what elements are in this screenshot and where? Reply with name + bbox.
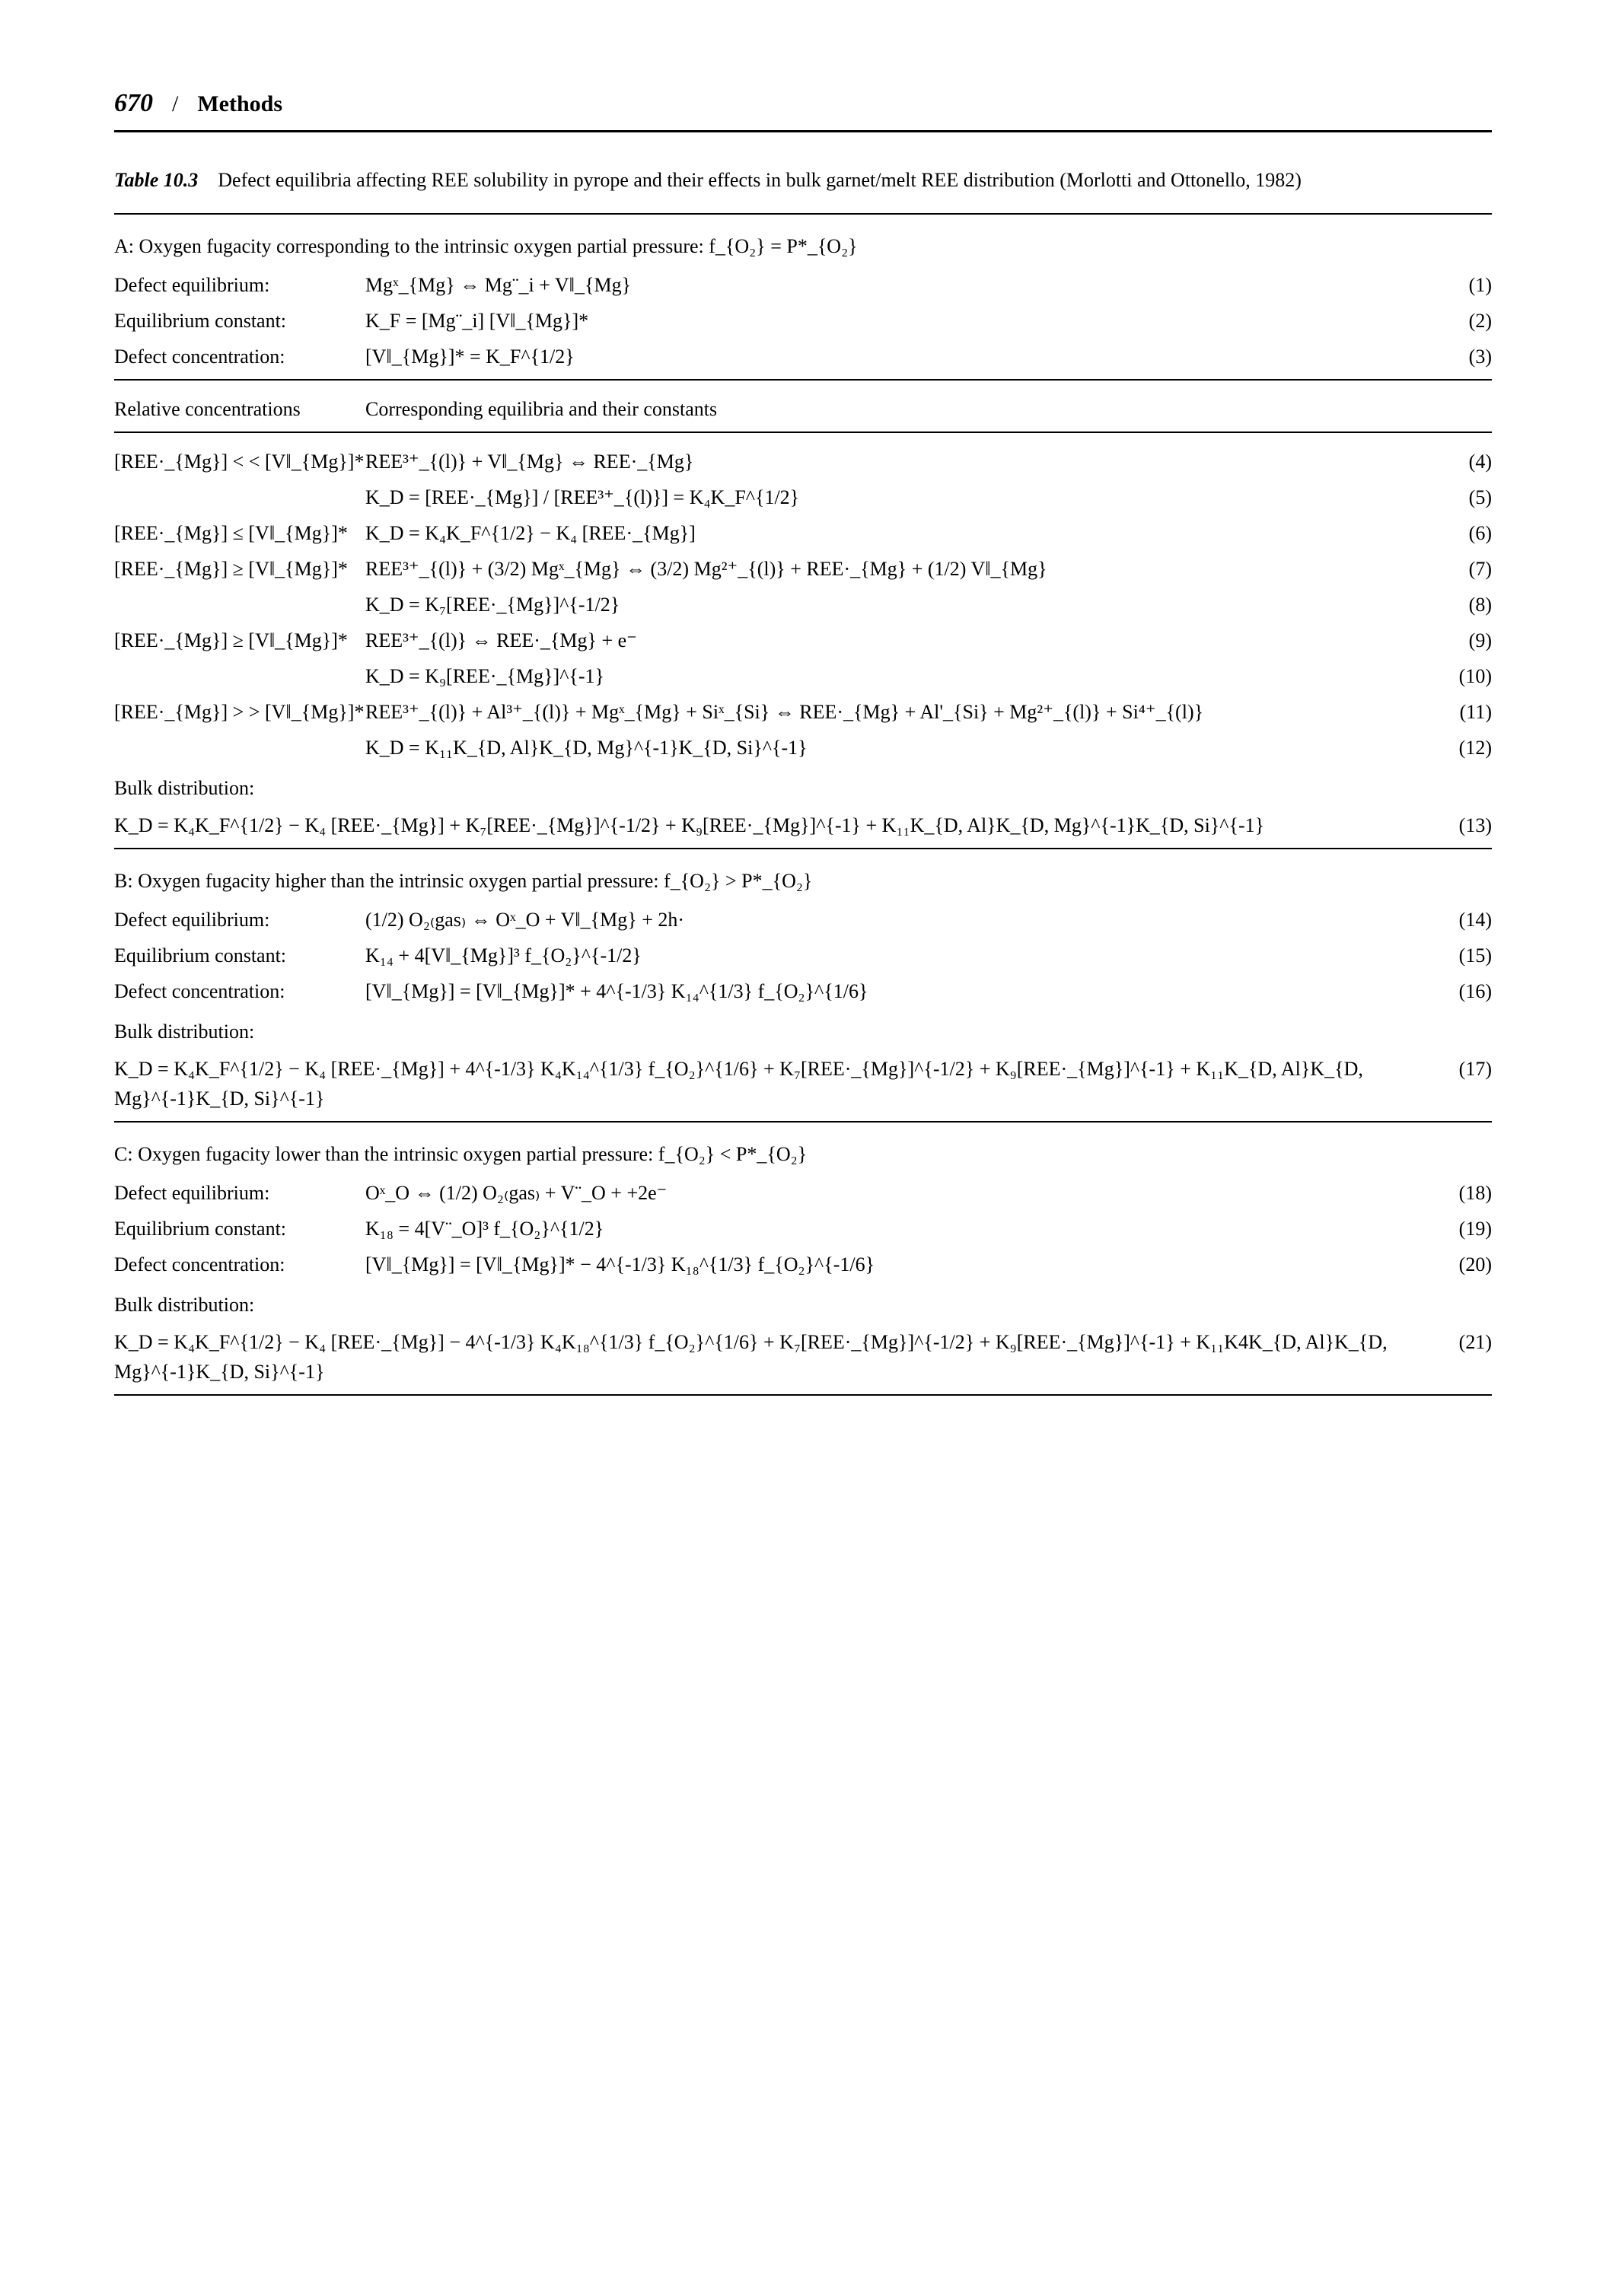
eqno-2: (2) bbox=[1431, 306, 1492, 336]
eqno-10: (10) bbox=[1431, 661, 1492, 691]
expr-eq-15: K₁₄ + 4[V‖_{Mg}]³ f_{O₂}^{-1/2} bbox=[365, 941, 1431, 970]
expr-eq-9: REE³⁺_{(l)} ⇔ REE·_{Mg} + e⁻ bbox=[365, 626, 1431, 655]
row-eq-3: Defect concentration: [V‖_{Mg}]* = K_F^{… bbox=[114, 342, 1492, 371]
expr-eq-7: REE³⁺_{(l)} + (3/2) Mgˣ_{Mg} ⇔ (3/2) Mg²… bbox=[365, 554, 1431, 584]
eqno-16: (16) bbox=[1431, 976, 1492, 1006]
row-eq-18: Defect equilibrium: Oˣ_O ⇔ (1/2) O₂₍gas₎… bbox=[114, 1178, 1492, 1208]
label-defect-equilibrium-c: Defect equilibrium: bbox=[114, 1178, 365, 1208]
row-eq-8: K_D = K₇[REE·_{Mg}]^{-1/2} (8) bbox=[114, 590, 1492, 619]
row-eq-7: [REE·_{Mg}] ≥ [V‖_{Mg}]* REE³⁺_{(l)} + (… bbox=[114, 554, 1492, 584]
eqno-12: (12) bbox=[1431, 733, 1492, 763]
section-a-heading: A: Oxygen fugacity corresponding to the … bbox=[114, 231, 1492, 261]
eqno-4: (4) bbox=[1431, 447, 1492, 476]
eqno-3: (3) bbox=[1431, 342, 1492, 371]
expr-eq-8: K_D = K₇[REE·_{Mg}]^{-1/2} bbox=[365, 590, 1431, 619]
eqno-20: (20) bbox=[1431, 1250, 1492, 1279]
label-equilibrium-constant: Equilibrium constant: bbox=[114, 306, 365, 336]
label-defect-equilibrium: Defect equilibrium: bbox=[114, 270, 365, 300]
mid-rule-1 bbox=[114, 379, 1492, 381]
bulk-distribution-c-label: Bulk distribution: bbox=[114, 1290, 1492, 1320]
row-eq-14: Defect equilibrium: (1/2) O₂₍gas₎ ⇔ Oˣ_O… bbox=[114, 905, 1492, 935]
relconc-11: [REE·_{Mg}] > > [V‖_{Mg}]* bbox=[114, 697, 365, 727]
expr-eq-19: K₁₈ = 4[V¨_O]³ f_{O₂}^{1/2} bbox=[365, 1214, 1431, 1244]
expr-eq-2: K_F = [Mg¨_i] [V‖_{Mg}]* bbox=[365, 306, 1431, 336]
label-defect-concentration-c: Defect concentration: bbox=[114, 1250, 365, 1279]
label-equilibrium-constant-b: Equilibrium constant: bbox=[114, 941, 365, 970]
expr-eq-20: [V‖_{Mg}] = [V‖_{Mg}]* − 4^{-1/3} K₁₈^{1… bbox=[365, 1250, 1431, 1279]
row-eq-6: [REE·_{Mg}] ≤ [V‖_{Mg}]* K_D = K₄K_F^{1/… bbox=[114, 518, 1492, 548]
section-c-rule bbox=[114, 1121, 1492, 1123]
row-eq-12: K_D = K₁₁K_{D, Al}K_{D, Mg}^{-1}K_{D, Si… bbox=[114, 733, 1492, 763]
eqno-14: (14) bbox=[1431, 905, 1492, 935]
expr-eq-14: (1/2) O₂₍gas₎ ⇔ Oˣ_O + V‖_{Mg} + 2h· bbox=[365, 905, 1431, 935]
eqno-5: (5) bbox=[1431, 482, 1492, 512]
mid-rule-2 bbox=[114, 431, 1492, 433]
eqno-17: (17) bbox=[1431, 1054, 1492, 1084]
expr-eq-3: [V‖_{Mg}]* = K_F^{1/2} bbox=[365, 342, 1431, 371]
row-eq-16: Defect concentration: [V‖_{Mg}] = [V‖_{M… bbox=[114, 976, 1492, 1006]
expr-eq-11: REE³⁺_{(l)} + Al³⁺_{(l)} + Mgˣ_{Mg} + Si… bbox=[365, 697, 1431, 727]
bulk-distribution-b-label: Bulk distribution: bbox=[114, 1017, 1492, 1046]
eqno-11: (11) bbox=[1431, 697, 1492, 727]
bottom-rule bbox=[114, 1394, 1492, 1396]
expr-eq-10: K_D = K₉[REE·_{Mg}]^{-1} bbox=[365, 661, 1431, 691]
eqno-13: (13) bbox=[1431, 810, 1492, 840]
relconc-6: [REE·_{Mg}] ≤ [V‖_{Mg}]* bbox=[114, 518, 365, 548]
table-caption-text: Defect equilibria affecting REE solubili… bbox=[218, 169, 1302, 191]
eqno-8: (8) bbox=[1431, 590, 1492, 619]
label-relative-concentrations: Relative concentrations bbox=[114, 394, 365, 424]
label-equilibrium-constant-c: Equilibrium constant: bbox=[114, 1214, 365, 1244]
expr-eq-4: REE³⁺_{(l)} + V‖_{Mg} ⇔ REE·_{Mg} bbox=[365, 447, 1431, 476]
eqno-1: (1) bbox=[1431, 270, 1492, 300]
eqno-15: (15) bbox=[1431, 941, 1492, 970]
label-defect-concentration-b: Defect concentration: bbox=[114, 976, 365, 1006]
chapter-title: Methods bbox=[197, 87, 282, 121]
section-b-heading: B: Oxygen fugacity higher than the intri… bbox=[114, 866, 1492, 896]
row-eq-2: Equilibrium constant: K_F = [Mg¨_i] [V‖_… bbox=[114, 306, 1492, 336]
running-header: 670 / Methods bbox=[114, 84, 1492, 132]
eqno-21: (21) bbox=[1431, 1327, 1492, 1357]
row-eq-11: [REE·_{Mg}] > > [V‖_{Mg}]* REE³⁺_{(l)} +… bbox=[114, 697, 1492, 727]
eqno-6: (6) bbox=[1431, 518, 1492, 548]
expr-eq-13: K_D = K₄K_F^{1/2} − K₄ [REE·_{Mg}] + K₇[… bbox=[114, 810, 1431, 840]
expr-eq-6: K_D = K₄K_F^{1/2} − K₄ [REE·_{Mg}] bbox=[365, 518, 1431, 548]
expr-eq-21: K_D = K₄K_F^{1/2} − K₄ [REE·_{Mg}] − 4^{… bbox=[114, 1327, 1431, 1387]
table-caption: Table 10.3 Defect equilibria affecting R… bbox=[114, 167, 1492, 194]
top-rule bbox=[114, 213, 1492, 215]
header-slash: / bbox=[172, 87, 178, 121]
row-eq-4: [REE·_{Mg}] < < [V‖_{Mg}]* REE³⁺_{(l)} +… bbox=[114, 447, 1492, 476]
relconc-9: [REE·_{Mg}] ≥ [V‖_{Mg}]* bbox=[114, 626, 365, 655]
row-relative-concentrations: Relative concentrations Corresponding eq… bbox=[114, 394, 1492, 424]
expr-eq-12: K_D = K₁₁K_{D, Al}K_{D, Mg}^{-1}K_{D, Si… bbox=[365, 733, 1431, 763]
table-label: Table 10.3 bbox=[114, 169, 198, 191]
bulk-distribution-a-label: Bulk distribution: bbox=[114, 773, 1492, 803]
eqno-7: (7) bbox=[1431, 554, 1492, 584]
label-defect-concentration: Defect concentration: bbox=[114, 342, 365, 371]
section-b-rule bbox=[114, 848, 1492, 849]
eqno-19: (19) bbox=[1431, 1214, 1492, 1244]
expr-eq-16: [V‖_{Mg}] = [V‖_{Mg}]* + 4^{-1/3} K₁₄^{1… bbox=[365, 976, 1431, 1006]
row-eq-20: Defect concentration: [V‖_{Mg}] = [V‖_{M… bbox=[114, 1250, 1492, 1279]
row-eq-19: Equilibrium constant: K₁₈ = 4[V¨_O]³ f_{… bbox=[114, 1214, 1492, 1244]
expr-eq-18: Oˣ_O ⇔ (1/2) O₂₍gas₎ + V¨_O + +2e⁻ bbox=[365, 1178, 1431, 1208]
section-c-heading: C: Oxygen fugacity lower than the intrin… bbox=[114, 1139, 1492, 1169]
row-eq-21: K_D = K₄K_F^{1/2} − K₄ [REE·_{Mg}] − 4^{… bbox=[114, 1327, 1492, 1387]
eqno-9: (9) bbox=[1431, 626, 1492, 655]
row-eq-5: K_D = [REE·_{Mg}] / [REE³⁺_{(l)}] = K₄K_… bbox=[114, 482, 1492, 512]
page-number: 670 bbox=[114, 84, 153, 123]
row-eq-15: Equilibrium constant: K₁₄ + 4[V‖_{Mg}]³ … bbox=[114, 941, 1492, 970]
eqno-18: (18) bbox=[1431, 1178, 1492, 1208]
row-eq-1: Defect equilibrium: Mgˣ_{Mg} ⇔ Mg¨_i + V… bbox=[114, 270, 1492, 300]
row-eq-9: [REE·_{Mg}] ≥ [V‖_{Mg}]* REE³⁺_{(l)} ⇔ R… bbox=[114, 626, 1492, 655]
text-corresponding-equilibria: Corresponding equilibria and their const… bbox=[365, 394, 1431, 424]
expr-eq-5: K_D = [REE·_{Mg}] / [REE³⁺_{(l)}] = K₄K_… bbox=[365, 482, 1431, 512]
row-eq-13: K_D = K₄K_F^{1/2} − K₄ [REE·_{Mg}] + K₇[… bbox=[114, 810, 1492, 840]
expr-eq-1: Mgˣ_{Mg} ⇔ Mg¨_i + V‖_{Mg} bbox=[365, 270, 1431, 300]
relconc-7: [REE·_{Mg}] ≥ [V‖_{Mg}]* bbox=[114, 554, 365, 584]
row-eq-17: K_D = K₄K_F^{1/2} − K₄ [REE·_{Mg}] + 4^{… bbox=[114, 1054, 1492, 1113]
expr-eq-17: K_D = K₄K_F^{1/2} − K₄ [REE·_{Mg}] + 4^{… bbox=[114, 1054, 1431, 1113]
row-eq-10: K_D = K₉[REE·_{Mg}]^{-1} (10) bbox=[114, 661, 1492, 691]
relconc-4: [REE·_{Mg}] < < [V‖_{Mg}]* bbox=[114, 447, 365, 476]
label-defect-equilibrium-b: Defect equilibrium: bbox=[114, 905, 365, 935]
